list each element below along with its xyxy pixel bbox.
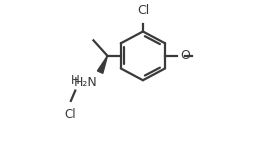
Text: H: H	[71, 74, 80, 87]
Text: Cl: Cl	[65, 108, 76, 121]
Text: H₂N: H₂N	[73, 76, 97, 89]
Text: Cl: Cl	[137, 4, 149, 17]
Text: O: O	[180, 49, 190, 62]
Polygon shape	[98, 56, 107, 73]
